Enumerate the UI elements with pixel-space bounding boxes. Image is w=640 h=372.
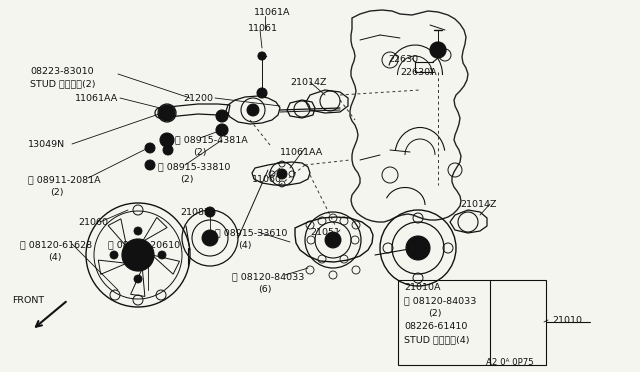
- Text: ⒥ 08915-33810: ⒥ 08915-33810: [158, 162, 230, 171]
- Text: FRONT: FRONT: [12, 296, 44, 305]
- Text: (4): (4): [48, 253, 61, 262]
- Circle shape: [277, 169, 287, 179]
- Circle shape: [134, 227, 142, 235]
- Circle shape: [430, 42, 446, 58]
- Circle shape: [145, 160, 155, 170]
- Text: 11061: 11061: [248, 24, 278, 33]
- Text: Ⓑ 08120-61628: Ⓑ 08120-61628: [20, 240, 92, 249]
- Text: (2): (2): [428, 309, 442, 318]
- Text: (2): (2): [180, 175, 193, 184]
- Circle shape: [247, 104, 259, 116]
- Circle shape: [205, 207, 215, 217]
- Text: (2): (2): [50, 188, 63, 197]
- Text: ⓝ 08911-20610: ⓝ 08911-20610: [108, 240, 180, 249]
- Circle shape: [258, 52, 266, 60]
- Text: Ⓑ 08120-84033: Ⓑ 08120-84033: [232, 272, 305, 281]
- Circle shape: [325, 232, 341, 248]
- Text: 21014Z: 21014Z: [460, 200, 497, 209]
- Bar: [398, 280, 546, 365]
- Text: 22630A: 22630A: [400, 68, 436, 77]
- Text: A2 0ᴬ 0P75: A2 0ᴬ 0P75: [486, 358, 534, 367]
- Text: (4): (4): [238, 241, 252, 250]
- Text: 11061AA: 11061AA: [75, 94, 118, 103]
- Text: 21014Z: 21014Z: [290, 78, 326, 87]
- Text: 22630: 22630: [388, 55, 418, 64]
- Text: ⒥ 08915-33610: ⒥ 08915-33610: [215, 228, 287, 237]
- Text: 21200: 21200: [183, 94, 213, 103]
- Circle shape: [110, 251, 118, 259]
- Circle shape: [257, 88, 267, 98]
- Circle shape: [216, 110, 228, 122]
- Text: Ⓑ 08120-84033: Ⓑ 08120-84033: [404, 296, 476, 305]
- Circle shape: [135, 252, 141, 258]
- Text: 11061AA: 11061AA: [280, 148, 323, 157]
- Text: 11061A: 11061A: [254, 8, 291, 17]
- Text: STUD スタッド(2): STUD スタッド(2): [30, 79, 95, 88]
- Text: 11060: 11060: [252, 175, 282, 184]
- Circle shape: [406, 236, 430, 260]
- Circle shape: [122, 239, 154, 271]
- Text: 08223-83010: 08223-83010: [30, 67, 93, 76]
- Circle shape: [202, 230, 218, 246]
- Text: 21082: 21082: [180, 208, 210, 217]
- Text: (2): (2): [193, 148, 207, 157]
- Text: 08226-61410: 08226-61410: [404, 322, 467, 331]
- Text: STUD スタッド(4): STUD スタッド(4): [404, 335, 470, 344]
- Text: (6): (6): [258, 285, 271, 294]
- Text: (4): (4): [122, 253, 136, 262]
- Circle shape: [163, 145, 173, 155]
- Text: ⒥ 08911-2081A: ⒥ 08911-2081A: [28, 175, 100, 184]
- Text: 21010: 21010: [552, 316, 582, 325]
- Text: 21051: 21051: [310, 228, 340, 237]
- Circle shape: [160, 133, 174, 147]
- Text: 21060: 21060: [78, 218, 108, 227]
- Circle shape: [145, 143, 155, 153]
- Circle shape: [158, 251, 166, 259]
- Circle shape: [216, 124, 228, 136]
- Circle shape: [134, 275, 142, 283]
- Text: ⒥ 08915-4381A: ⒥ 08915-4381A: [175, 135, 248, 144]
- Text: 13049N: 13049N: [28, 140, 65, 149]
- Circle shape: [159, 105, 175, 121]
- Text: 21010A: 21010A: [404, 283, 440, 292]
